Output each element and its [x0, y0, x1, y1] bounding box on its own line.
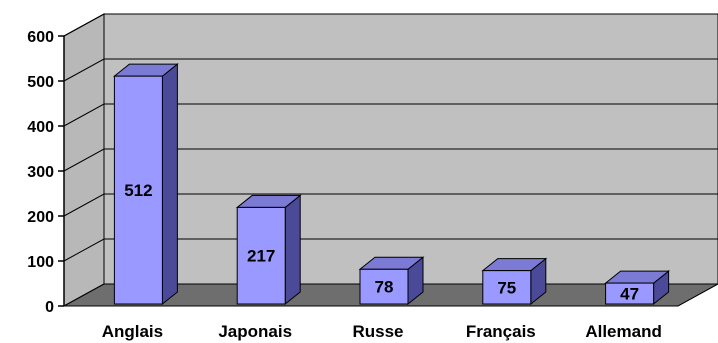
data-label-japonais: 217 — [247, 247, 275, 266]
y-tick-label-100: 100 — [27, 254, 54, 271]
bar-side-japonais — [284, 194, 301, 306]
y-tick-label-400: 400 — [27, 119, 54, 136]
category-label-russe: Russe — [352, 322, 403, 341]
bar-front-anglais — [113, 75, 163, 305]
bar-francais — [481, 257, 548, 306]
data-label-allemand: 47 — [620, 285, 639, 304]
bar-front-japonais — [236, 206, 286, 305]
y-tick-label-600: 600 — [27, 29, 54, 46]
x-category-labels: Anglais Japonais Russe Français Allemand — [102, 322, 662, 341]
y-tick-label-200: 200 — [27, 209, 54, 226]
gridline-400 — [63, 103, 718, 127]
gridline-600 — [63, 13, 718, 37]
category-label-francais: Français — [466, 322, 536, 341]
gridlines — [63, 13, 718, 262]
data-label-anglais: 512 — [124, 181, 152, 200]
gridline-200 — [63, 193, 718, 217]
y-tick-label-0: 0 — [45, 299, 54, 316]
data-labels: 512 217 78 75 47 — [124, 181, 639, 303]
bars — [112, 63, 671, 306]
bar-anglais — [112, 63, 179, 306]
category-label-anglais: Anglais — [102, 322, 163, 341]
gridline-100 — [63, 238, 718, 262]
y-tick-labels: 0 100 200 300 400 500 600 — [27, 29, 54, 316]
bar-front-russe — [359, 268, 409, 305]
gridline-300 — [63, 148, 718, 172]
bar-side-anglais — [161, 63, 178, 306]
bar-front-allemand — [605, 282, 655, 305]
bar-japonais — [235, 194, 302, 306]
y-axis — [58, 35, 65, 307]
data-label-russe: 78 — [375, 278, 394, 297]
category-label-allemand: Allemand — [585, 322, 662, 341]
data-label-francais: 75 — [497, 278, 516, 297]
category-label-japonais: Japonais — [218, 322, 292, 341]
bar-allemand — [604, 270, 671, 306]
bar-russe — [358, 256, 425, 306]
y-tick-label-300: 300 — [27, 164, 54, 181]
y-tick-label-500: 500 — [27, 74, 54, 91]
gridline-500 — [63, 58, 718, 82]
bar-front-francais — [482, 270, 532, 305]
